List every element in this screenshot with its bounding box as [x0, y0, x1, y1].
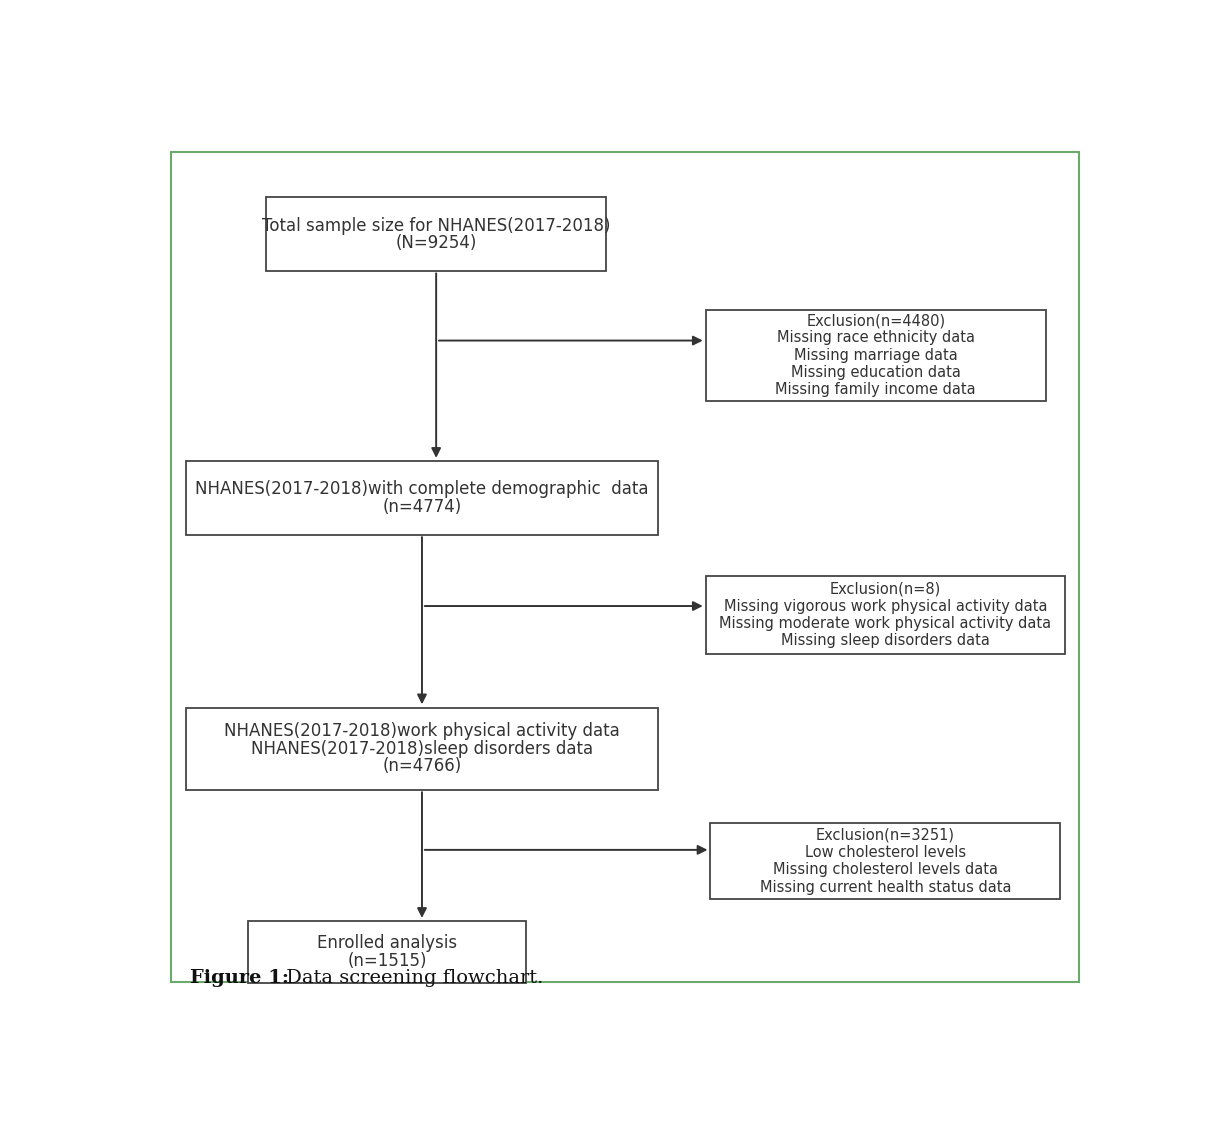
Text: (n=4774): (n=4774): [382, 497, 461, 515]
Text: (n=4766): (n=4766): [382, 757, 461, 775]
Text: Missing moderate work physical activity data: Missing moderate work physical activity …: [720, 615, 1052, 631]
Bar: [185, 462, 659, 535]
Text: Data screening flowchart.: Data screening flowchart.: [281, 969, 544, 987]
Text: Missing cholesterol levels data: Missing cholesterol levels data: [772, 862, 998, 877]
Text: Missing race ethnicity data: Missing race ethnicity data: [777, 330, 975, 346]
Bar: [705, 310, 1046, 401]
Bar: [705, 576, 1065, 654]
Text: NHANES(2017-2018)work physical activity data: NHANES(2017-2018)work physical activity …: [224, 722, 620, 740]
Text: Exclusion(n=3251): Exclusion(n=3251): [816, 828, 955, 842]
Text: Missing family income data: Missing family income data: [776, 382, 976, 398]
Bar: [185, 707, 659, 789]
Text: Missing marriage data: Missing marriage data: [794, 348, 958, 363]
Bar: [248, 921, 527, 983]
Text: NHANES(2017-2018)with complete demographic  data: NHANES(2017-2018)with complete demograph…: [195, 481, 649, 499]
Text: Exclusion(n=4480): Exclusion(n=4480): [806, 313, 946, 328]
Text: (n=1515): (n=1515): [348, 951, 427, 969]
Text: Missing current health status data: Missing current health status data: [760, 879, 1011, 895]
Text: Missing sleep disorders data: Missing sleep disorders data: [781, 633, 989, 648]
Text: (N=9254): (N=9254): [395, 234, 477, 252]
Text: Missing education data: Missing education data: [791, 365, 960, 380]
Text: Low cholesterol levels: Low cholesterol levels: [805, 844, 966, 860]
Bar: [710, 823, 1060, 900]
Text: NHANES(2017-2018)sleep disorders data: NHANES(2017-2018)sleep disorders data: [251, 740, 593, 758]
Text: Enrolled analysis: Enrolled analysis: [317, 934, 458, 952]
Text: Figure 1:: Figure 1:: [190, 969, 289, 987]
Text: Exclusion(n=8): Exclusion(n=8): [830, 582, 941, 596]
Text: Total sample size for NHANES(2017-2018): Total sample size for NHANES(2017-2018): [262, 217, 610, 235]
Bar: [266, 198, 606, 271]
Text: Missing vigorous work physical activity data: Missing vigorous work physical activity …: [723, 599, 1047, 613]
